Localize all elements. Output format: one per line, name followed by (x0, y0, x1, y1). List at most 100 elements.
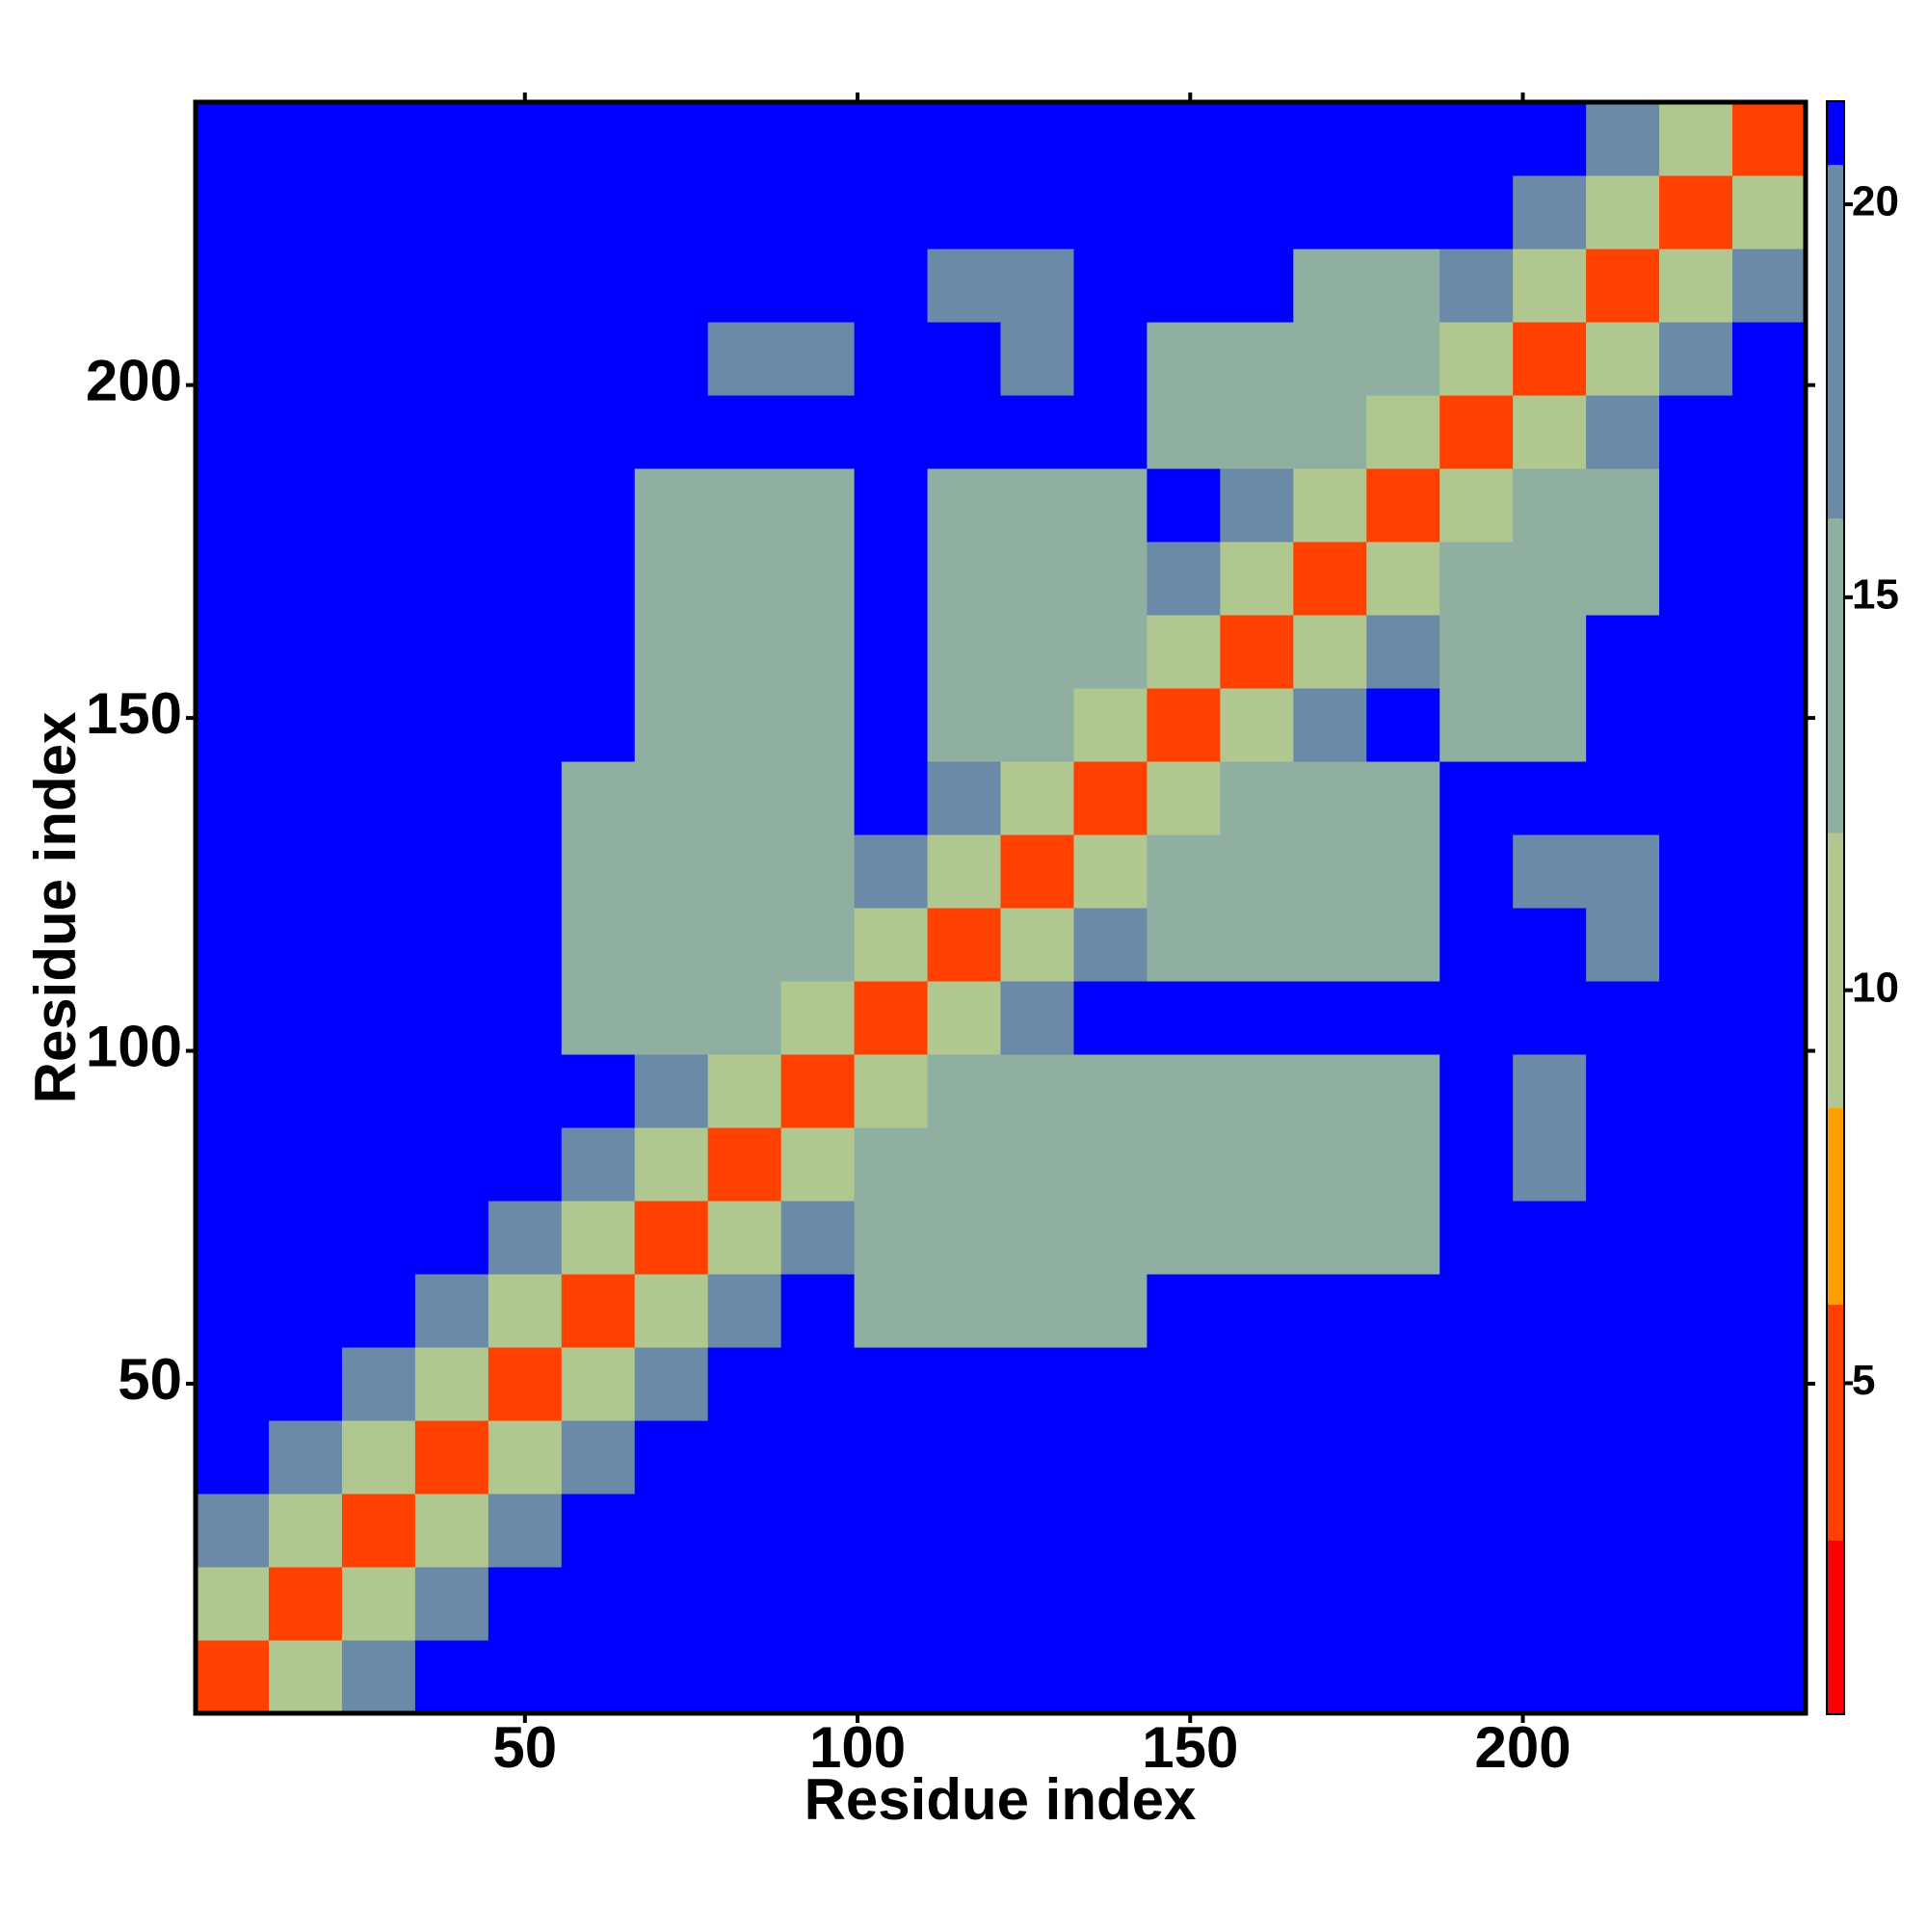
heatmap-cell (927, 468, 1001, 543)
heatmap-cell (1073, 322, 1148, 396)
heatmap-cell (780, 1494, 856, 1568)
heatmap-cell (780, 1347, 856, 1421)
heatmap-cell (1147, 1054, 1221, 1128)
heatmap-cell (707, 615, 782, 689)
heatmap-cell (341, 688, 416, 762)
heatmap-cell (707, 395, 782, 469)
heatmap-cell (780, 981, 856, 1055)
heatmap-cell (854, 1201, 929, 1275)
heatmap-cell (1659, 1127, 1733, 1202)
heatmap-cell (561, 761, 636, 835)
heatmap-cell (268, 322, 343, 396)
colorbar-tick-label: 15 (1852, 570, 1899, 618)
heatmap-cell (1586, 908, 1660, 982)
heatmap-cell (634, 542, 709, 616)
heatmap-cell (1439, 249, 1514, 323)
heatmap-cell (414, 322, 489, 396)
heatmap-cell (196, 1640, 270, 1714)
heatmap-cell (1293, 468, 1367, 543)
heatmap-cell (1659, 1567, 1733, 1641)
heatmap-cell (707, 1494, 782, 1568)
heatmap-cell (1147, 1567, 1221, 1641)
heatmap-cell (414, 908, 489, 982)
heatmap-cell (1293, 1201, 1367, 1275)
heatmap-cell (1732, 688, 1807, 762)
heatmap-cell (561, 1347, 636, 1421)
heatmap-cell (780, 1054, 856, 1128)
heatmap-cell (1439, 1127, 1514, 1202)
heatmap-cell (1073, 102, 1148, 176)
heatmap-cell (780, 102, 856, 176)
heatmap-cell (1000, 981, 1074, 1055)
heatmap-cell (1000, 175, 1074, 250)
heatmap-cell (1000, 1201, 1074, 1275)
heatmap-cell (1147, 102, 1221, 176)
heatmap-cell (561, 688, 636, 762)
heatmap-cell (1000, 1347, 1074, 1421)
heatmap-cell (634, 981, 709, 1055)
heatmap-cell (1513, 249, 1587, 323)
heatmap-cell (268, 1054, 343, 1128)
heatmap-cell (854, 542, 929, 616)
heatmap-cell (1513, 1347, 1587, 1421)
heatmap-cell (1732, 761, 1807, 835)
y-axis-title: Residue index (23, 712, 88, 1104)
heatmap-cell (1073, 1054, 1148, 1128)
heatmap-cell (854, 761, 929, 835)
heatmap-cell (1513, 688, 1587, 762)
heatmap-cell (414, 542, 489, 616)
heatmap-cell (1073, 395, 1148, 469)
heatmap-cell (341, 542, 416, 616)
x-tick-label: 50 (492, 1715, 557, 1780)
heatmap-cell (1586, 395, 1660, 469)
heatmap-cell (780, 834, 856, 909)
heatmap-cell (1732, 1567, 1807, 1641)
heatmap-cell (854, 688, 929, 762)
heatmap-cell (1000, 1127, 1074, 1202)
heatmap-cell (1220, 175, 1294, 250)
heatmap-cell (1220, 395, 1294, 469)
heatmap-cell (1073, 1420, 1148, 1495)
heatmap-cell (1366, 249, 1440, 323)
heatmap-cell (707, 761, 782, 835)
heatmap-cell (196, 322, 270, 396)
heatmap-cell (634, 1347, 709, 1421)
heatmap-cell (1586, 542, 1660, 616)
heatmap-cell (707, 981, 782, 1055)
heatmap-cell (488, 468, 563, 543)
heatmap-cell (414, 688, 489, 762)
heatmap-cell (1659, 1640, 1733, 1714)
heatmap-cell (268, 1347, 343, 1421)
heatmap-cell (1732, 1640, 1807, 1714)
heatmap-cell (561, 1201, 636, 1275)
heatmap-cell (561, 468, 636, 543)
heatmap-cell (561, 1567, 636, 1641)
heatmap-cell (268, 102, 343, 176)
heatmap-cell (1513, 1127, 1587, 1202)
heatmap-cell (1732, 395, 1807, 469)
heatmap-cell (561, 322, 636, 396)
heatmap-cell (1659, 102, 1733, 176)
heatmap-cell (1293, 1567, 1367, 1641)
heatmap-cell (1000, 542, 1074, 616)
heatmap-cell (1366, 908, 1440, 982)
heatmap-cell (1000, 249, 1074, 323)
heatmap-cell (1220, 1494, 1294, 1568)
heatmap-cell (707, 1567, 782, 1641)
heatmap-cell (634, 615, 709, 689)
heatmap-cell (854, 908, 929, 982)
heatmap-cell (561, 834, 636, 909)
heatmap-cell (1220, 1054, 1294, 1128)
heatmap-cell (1147, 395, 1221, 469)
heatmap-cell (707, 1201, 782, 1275)
heatmap-cell (1293, 1347, 1367, 1421)
heatmap-cell (1513, 322, 1587, 396)
x-tick-label: 100 (809, 1715, 906, 1780)
heatmap-cell (341, 322, 416, 396)
heatmap-cell (1513, 981, 1587, 1055)
heatmap-cell (634, 1054, 709, 1128)
heatmap-cell (1220, 1201, 1294, 1275)
heatmap-cell (634, 322, 709, 396)
heatmap-cell (268, 1420, 343, 1495)
heatmap-cell (341, 1054, 416, 1128)
